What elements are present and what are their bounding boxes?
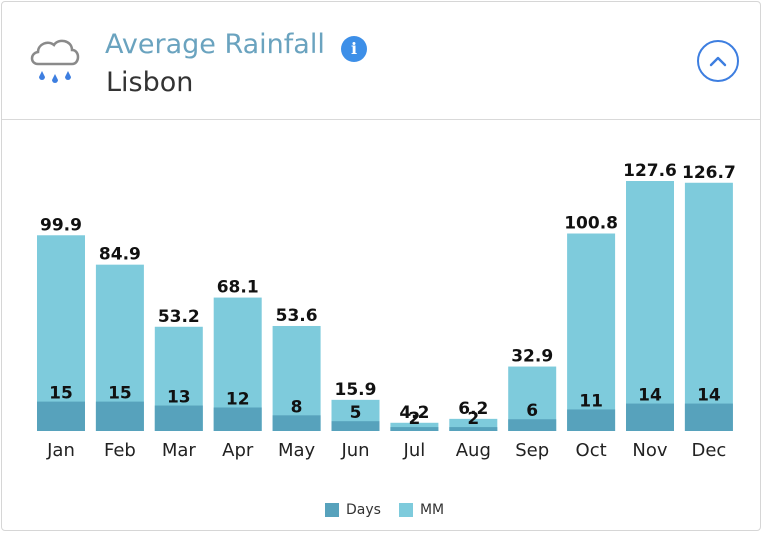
label-days-sep: 6 — [526, 401, 538, 421]
x-tick-may: May — [278, 440, 316, 461]
rainfall-chart: 99.9 15 Jan 84.9 15 Feb 53.2 13 Mar 68.1 12 Apr 53.6… — [37, 161, 736, 461]
bar-days-jun[interactable] — [331, 421, 380, 431]
label-mm-feb: 84.9 — [99, 245, 141, 265]
x-tick-sep: Sep — [515, 440, 549, 461]
label-days-aug: 2 — [467, 409, 479, 429]
bar-days-sep[interactable] — [508, 419, 557, 431]
legend-swatch-days — [325, 503, 339, 517]
x-tick-nov: Nov — [632, 440, 667, 461]
bar-days-jul[interactable] — [390, 427, 439, 431]
label-mm-mar: 53.2 — [158, 307, 200, 327]
legend-label-days: Days — [346, 502, 381, 518]
x-tick-apr: Apr — [222, 440, 254, 461]
bar-days-nov[interactable] — [626, 403, 674, 431]
label-days-mar: 13 — [167, 388, 191, 408]
label-days-may: 8 — [291, 397, 303, 417]
x-tick-oct: Oct — [576, 440, 607, 461]
label-days-dec: 14 — [697, 386, 721, 406]
label-days-jul: 2 — [408, 409, 420, 429]
x-tick-mar: Mar — [162, 440, 197, 461]
collapse-button[interactable] — [697, 40, 739, 82]
info-icon[interactable]: i — [341, 36, 367, 62]
label-mm-may: 53.6 — [276, 306, 318, 326]
label-days-apr: 12 — [226, 389, 250, 409]
x-tick-feb: Feb — [104, 440, 136, 461]
label-mm-aug: 6.2 — [458, 399, 488, 419]
chevron-up-icon — [709, 56, 727, 67]
label-mm-jul: 4.2 — [399, 403, 429, 423]
label-days-oct: 11 — [579, 391, 603, 411]
bar-mm-may[interactable] — [272, 325, 321, 431]
bar-mm-jan[interactable] — [37, 235, 85, 431]
label-mm-nov: 127.6 — [623, 161, 677, 181]
x-tick-aug: Aug — [456, 440, 491, 461]
label-mm-apr: 68.1 — [217, 278, 259, 298]
legend-label-mm: MM — [419, 502, 445, 518]
label-mm-sep: 32.9 — [511, 347, 553, 367]
bar-days-aug[interactable] — [449, 427, 498, 431]
bar-mm-oct[interactable] — [567, 233, 616, 431]
bar-mm-jul[interactable] — [390, 422, 439, 431]
x-tick-dec: Dec — [691, 440, 726, 461]
bar-mm-dec[interactable] — [684, 182, 733, 431]
bar-days-mar[interactable] — [154, 405, 203, 431]
label-days-jan: 15 — [49, 384, 73, 404]
x-tick-jan: Jan — [46, 440, 75, 461]
bar-days-may[interactable] — [272, 415, 321, 431]
label-days-feb: 15 — [108, 384, 132, 404]
legend-item-mm[interactable]: MM — [398, 502, 445, 518]
card-header: Average Rainfall i Lisbon — [2, 2, 760, 120]
bar-days-dec[interactable] — [684, 403, 733, 431]
legend-item-days[interactable]: Days — [325, 502, 381, 518]
chart-legend: Days MM — [325, 502, 462, 518]
label-days-jun: 5 — [350, 403, 362, 423]
legend-swatch-mm — [398, 503, 413, 517]
bar-days-jan[interactable] — [37, 401, 85, 431]
rain-cloud-icon — [30, 39, 80, 83]
x-tick-jul: Jul — [403, 440, 426, 461]
label-days-nov: 14 — [638, 386, 662, 406]
label-mm-jun: 15.9 — [335, 380, 377, 400]
x-tick-jun: Jun — [340, 440, 369, 461]
location-subtitle: Lisbon — [106, 67, 194, 98]
bar-days-apr[interactable] — [213, 407, 262, 431]
bar-days-feb[interactable] — [95, 401, 144, 431]
bar-mm-nov[interactable] — [626, 181, 674, 431]
label-mm-dec: 126.7 — [682, 163, 736, 183]
card-title: Average Rainfall — [105, 29, 325, 60]
label-mm-oct: 100.8 — [564, 214, 618, 234]
bar-days-oct[interactable] — [567, 409, 616, 431]
label-mm-jan: 99.9 — [40, 215, 82, 235]
